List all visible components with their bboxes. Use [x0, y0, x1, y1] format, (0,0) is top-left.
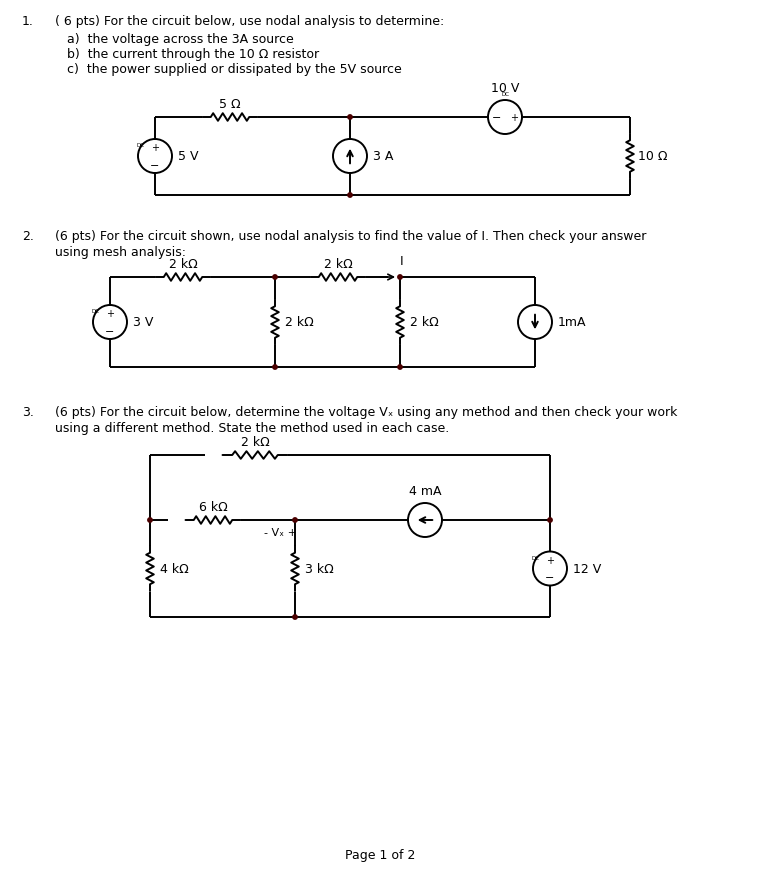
Text: 12 V: 12 V [573, 562, 601, 575]
Text: DC: DC [91, 309, 100, 314]
Text: 2 kΩ: 2 kΩ [410, 316, 439, 329]
Text: +: + [546, 555, 554, 565]
Text: 3 A: 3 A [373, 150, 394, 163]
Text: - Vₓ +: - Vₓ + [264, 527, 296, 538]
Circle shape [147, 518, 152, 523]
Text: DC: DC [501, 92, 509, 96]
Circle shape [273, 275, 277, 280]
Text: −: − [106, 326, 115, 337]
Text: 5 V: 5 V [178, 150, 198, 163]
Text: 10 Ω: 10 Ω [638, 150, 667, 163]
Text: +: + [510, 113, 518, 123]
Text: using a different method. State the method used in each case.: using a different method. State the meth… [55, 422, 449, 434]
Circle shape [273, 366, 277, 370]
Text: DC: DC [137, 143, 144, 148]
Text: I: I [401, 254, 404, 267]
Text: 1mA: 1mA [558, 316, 587, 329]
Text: 3 V: 3 V [133, 316, 154, 329]
Circle shape [293, 518, 297, 523]
Text: 4 kΩ: 4 kΩ [160, 562, 188, 575]
Text: 3 kΩ: 3 kΩ [305, 562, 334, 575]
Text: (6 pts) For the circuit shown, use nodal analysis to find the value of I. Then c: (6 pts) For the circuit shown, use nodal… [55, 230, 646, 243]
Text: +: + [106, 309, 114, 319]
Text: −: − [546, 573, 555, 582]
Text: a)  the voltage across the 3A source: a) the voltage across the 3A source [67, 33, 294, 46]
Text: Page 1 of 2: Page 1 of 2 [345, 849, 415, 861]
Circle shape [548, 518, 553, 523]
Circle shape [348, 116, 352, 120]
Text: +: + [151, 143, 159, 153]
Circle shape [348, 194, 352, 198]
Text: 6 kΩ: 6 kΩ [198, 501, 227, 513]
Text: 2 kΩ: 2 kΩ [324, 258, 353, 271]
Text: 2 kΩ: 2 kΩ [285, 316, 314, 329]
Circle shape [397, 366, 402, 370]
Circle shape [397, 275, 402, 280]
Text: −: − [150, 160, 160, 171]
Text: 2 kΩ: 2 kΩ [169, 258, 198, 271]
Text: 5 Ω: 5 Ω [219, 98, 241, 111]
Text: −: − [492, 113, 501, 123]
Text: ( 6 pts) For the circuit below, use nodal analysis to determine:: ( 6 pts) For the circuit below, use noda… [55, 15, 445, 28]
Text: 2.: 2. [22, 230, 34, 243]
Text: DC: DC [531, 555, 540, 560]
Text: 1.: 1. [22, 15, 34, 28]
Text: using mesh analysis:: using mesh analysis: [55, 246, 186, 259]
Circle shape [293, 615, 297, 619]
Text: c)  the power supplied or dissipated by the 5V source: c) the power supplied or dissipated by t… [67, 63, 402, 76]
Text: 10 V: 10 V [491, 82, 519, 95]
Text: 3.: 3. [22, 405, 34, 418]
Text: b)  the current through the 10 Ω resistor: b) the current through the 10 Ω resistor [67, 48, 319, 61]
Text: 2 kΩ: 2 kΩ [241, 436, 269, 448]
Text: (6 pts) For the circuit below, determine the voltage Vₓ using any method and the: (6 pts) For the circuit below, determine… [55, 405, 677, 418]
Text: 4 mA: 4 mA [409, 484, 442, 497]
